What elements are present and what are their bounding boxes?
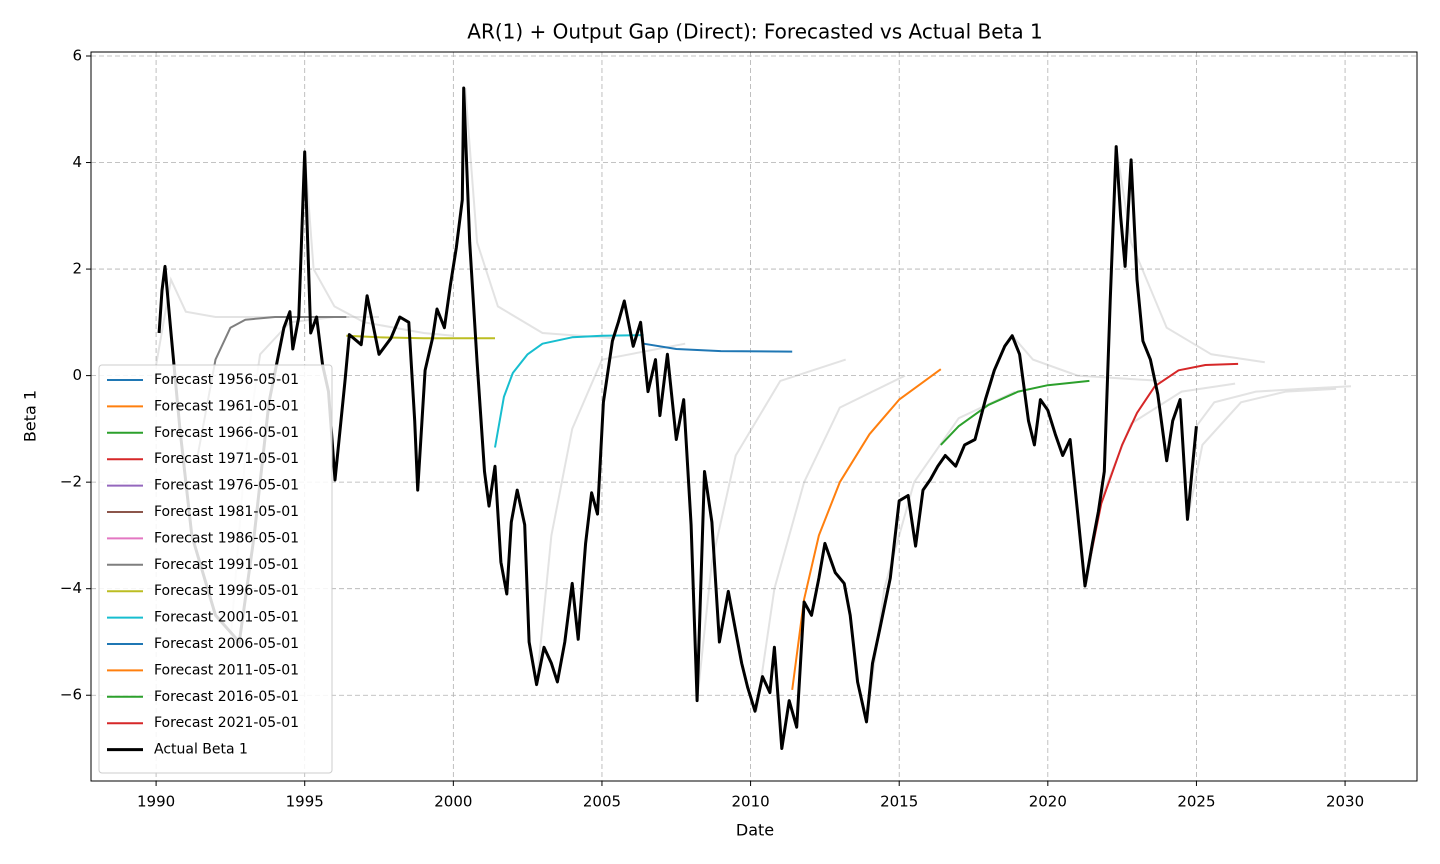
chart-title: AR(1) + Output Gap (Direct): Forecasted … xyxy=(467,20,1042,44)
y-axis-label: Beta 1 xyxy=(21,390,40,442)
legend-label: Forecast 2016-05-01 xyxy=(154,689,299,705)
forecast-background-line xyxy=(464,87,614,340)
x-tick-label: 1995 xyxy=(286,793,324,811)
x-tick-label: 1990 xyxy=(137,793,175,811)
forecast-background-line xyxy=(1115,146,1265,364)
y-tick-label: 6 xyxy=(72,46,82,64)
forecast-background-line xyxy=(865,390,1016,723)
y-tick-label: −4 xyxy=(60,579,82,597)
y-tick-label: 2 xyxy=(72,260,82,278)
legend-label: Forecast 2001-05-01 xyxy=(154,610,299,626)
legend-label: Actual Beta 1 xyxy=(154,742,248,758)
x-tick-label: 2020 xyxy=(1029,793,1067,811)
forecast-line xyxy=(791,368,942,691)
x-tick-label: 2030 xyxy=(1326,793,1364,811)
forecast-background-line xyxy=(303,151,454,337)
x-tick-label: 2015 xyxy=(880,793,918,811)
forecast-background-line xyxy=(1011,335,1161,382)
y-tick-label: −2 xyxy=(60,473,82,491)
legend-label: Forecast 1956-05-01 xyxy=(154,372,299,388)
y-tick-label: 0 xyxy=(72,366,82,384)
plot-frame xyxy=(90,51,1418,782)
forecast-line xyxy=(346,334,495,340)
x-tick-label: 2010 xyxy=(731,793,769,811)
x-axis-label: Date xyxy=(736,821,774,840)
legend-label: Forecast 1971-05-01 xyxy=(154,451,299,467)
legend-label: Forecast 1961-05-01 xyxy=(154,398,299,414)
y-tick-label: 4 xyxy=(72,153,82,171)
forecast-line xyxy=(494,334,644,448)
y-tick-label: −6 xyxy=(60,686,82,704)
legend-label: Forecast 2011-05-01 xyxy=(154,662,299,678)
x-tick-label: 2025 xyxy=(1177,793,1215,811)
forecast-background-line xyxy=(696,358,847,701)
x-tick-label: 2000 xyxy=(434,793,472,811)
forecast-background-line xyxy=(535,342,686,685)
forecast-line xyxy=(940,379,1090,446)
forecast-line xyxy=(1088,362,1239,563)
legend-label: Forecast 1996-05-01 xyxy=(154,583,299,599)
forecast-background-line xyxy=(1195,385,1352,427)
legend-label: Forecast 1986-05-01 xyxy=(154,530,299,546)
forecast-background-line xyxy=(755,374,906,712)
legend-label: Forecast 1966-05-01 xyxy=(154,425,299,441)
legend: Forecast 1956-05-01 Forecast 1961-05-01 Fo… xyxy=(98,364,333,774)
forecast-line xyxy=(643,342,793,353)
actual-line xyxy=(157,86,1198,750)
legend-label: Forecast 1991-05-01 xyxy=(154,557,299,573)
legend-label: Forecast 1976-05-01 xyxy=(154,478,299,494)
legend-box xyxy=(98,364,333,774)
legend-label: Forecast 1981-05-01 xyxy=(154,504,299,520)
forecast-background-line xyxy=(1186,387,1337,520)
forecast-line xyxy=(196,316,347,456)
legend-label: Forecast 2021-05-01 xyxy=(154,715,299,731)
x-tick-label: 2005 xyxy=(583,793,621,811)
legend-label: Forecast 2006-05-01 xyxy=(154,636,299,652)
